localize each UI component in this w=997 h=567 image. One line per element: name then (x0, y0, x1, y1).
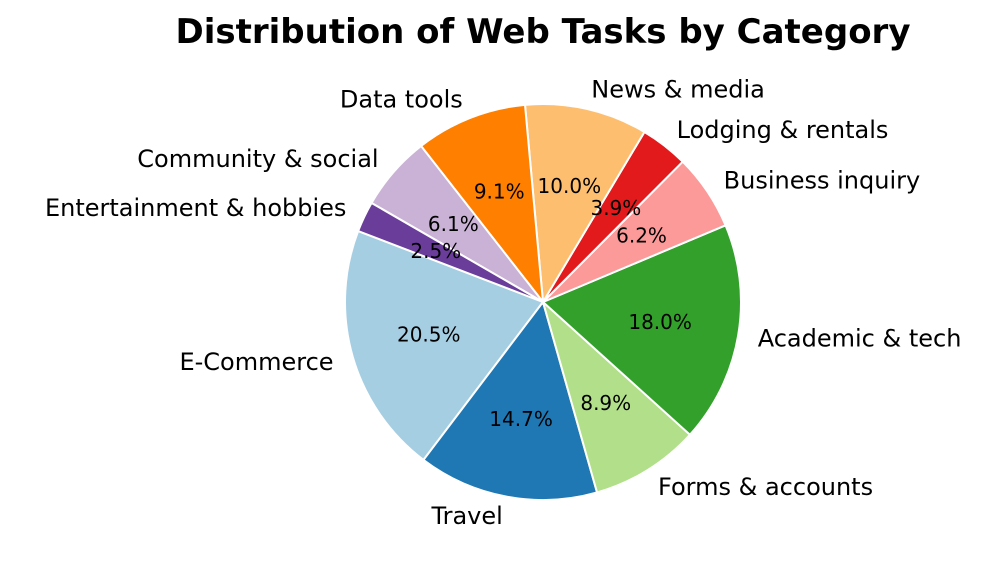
pie-slices (344, 103, 743, 501)
pie-slice-data-tools (419, 103, 545, 306)
slice-label-travel: Travel (430, 502, 502, 530)
pct-label-lodging-and-rentals: 3.9% (590, 196, 641, 220)
slice-label-forms-and-accounts: Forms & accounts (658, 473, 873, 501)
chart-title: Distribution of Web Tasks by Category (175, 12, 910, 52)
slice-label-data-tools: Data tools (340, 86, 463, 114)
slice-label-entertainment-and-hobbies: Entertainment & hobbies (45, 194, 346, 222)
pct-label-academic-and-tech: 18.0% (628, 310, 692, 334)
pct-label-data-tools: 9.1% (474, 180, 525, 204)
slice-label-e-commerce: E-Commerce (179, 348, 333, 376)
slice-label-lodging-and-rentals: Lodging & rentals (677, 116, 889, 144)
slice-label-community-and-social: Community & social (137, 145, 378, 173)
slice-label-news-and-media: News & media (591, 76, 765, 104)
pie-slice-academic-and-tech (541, 224, 743, 437)
pct-label-business-inquiry: 6.2% (616, 224, 667, 248)
pct-label-community-and-social: 6.1% (428, 212, 479, 236)
slice-label-academic-and-tech: Academic & tech (758, 325, 962, 353)
pie-slice-entertainment-and-hobbies (356, 201, 544, 303)
category-labels: E-Commerce Travel Forms & accounts Academic… (45, 76, 961, 530)
pct-label-travel: 14.7% (489, 407, 553, 431)
pct-label-forms-and-accounts: 8.9% (580, 391, 631, 415)
pct-label-news-and-media: 10.0% (538, 174, 602, 198)
pie-slice-e-commerce (344, 229, 545, 462)
pct-label-e-commerce: 20.5% (397, 323, 461, 347)
slice-label-business-inquiry: Business inquiry (724, 166, 921, 194)
pie-slice-news-and-media (523, 103, 646, 306)
pct-label-entertainment-and-hobbies: 2.5% (410, 239, 461, 263)
pie-slice-forms-and-accounts (541, 298, 692, 494)
pie-slice-travel (422, 299, 599, 501)
percentage-labels: 20.5% 14.7% 8.9% 18.0% 6.2% 3.9%10.0% 9.1% 6.1%… (397, 174, 692, 431)
